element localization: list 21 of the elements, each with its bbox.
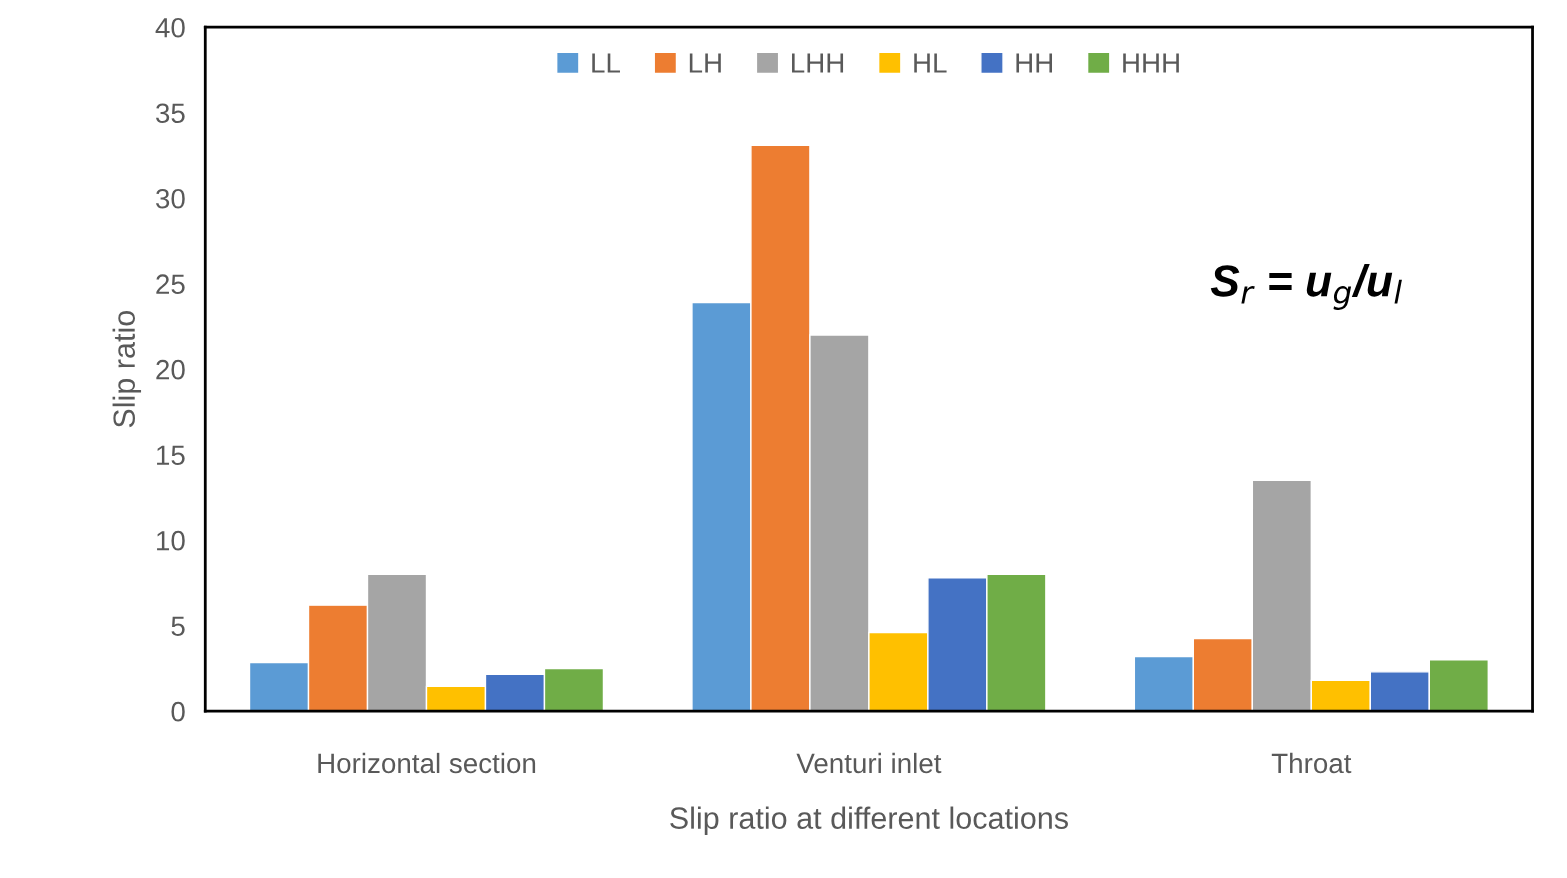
legend-label: LHH <box>792 53 844 73</box>
legend-label: HHH <box>1123 53 1179 73</box>
x-tick-label: Horizontal section <box>318 752 536 774</box>
y-tick-label: 15 <box>157 445 185 466</box>
y-tick-label: 10 <box>157 530 185 551</box>
x-tick-label: Venturi inlet <box>796 752 942 774</box>
legend-label: LL <box>592 53 620 73</box>
y-tick-label: 20 <box>156 359 185 380</box>
y-tick-label: 35 <box>156 103 185 124</box>
legend-label: HL <box>914 53 947 73</box>
y-tick-label: 25 <box>156 274 185 295</box>
x-axis-title: Slip ratio at different locations <box>670 806 1068 835</box>
x-tick-label: Throat <box>1271 752 1352 774</box>
y-tick-label: 40 <box>155 17 185 38</box>
legend-label: HH <box>1016 53 1053 73</box>
y-tick-label: 5 <box>171 616 185 637</box>
y-tick-label: 30 <box>156 188 185 209</box>
y-tick-label: 0 <box>171 701 185 722</box>
y-axis-title: Slip ratio <box>112 311 142 428</box>
legend-label: LH <box>689 53 721 73</box>
annotation: S$_{r}$ = u$_{g}$/u$_{l}$ <box>1210 264 1402 310</box>
